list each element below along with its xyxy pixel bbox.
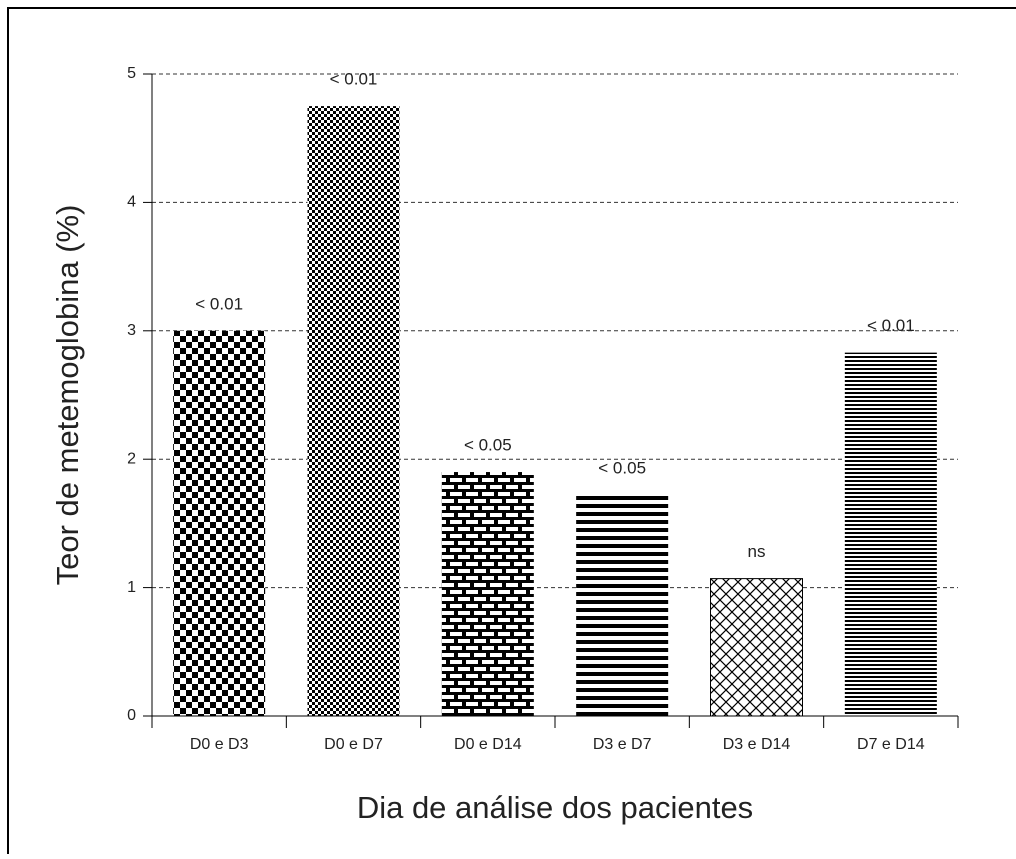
y-tick-label: 2 xyxy=(127,450,136,467)
annotation: < 0.05 xyxy=(464,436,512,455)
annotation: < 0.05 xyxy=(598,459,646,478)
x-axis-title: Dia de análise dos pacientes xyxy=(357,790,753,825)
bar xyxy=(710,578,803,717)
y-tick-label: 1 xyxy=(127,579,136,596)
bar xyxy=(307,106,400,717)
x-tick-label: D7 e D14 xyxy=(857,736,925,753)
y-tick-label: 4 xyxy=(127,194,136,211)
bar xyxy=(441,472,534,716)
y-tick-label: 5 xyxy=(127,65,136,82)
x-tick-label: D3 e D14 xyxy=(723,736,791,753)
bar xyxy=(844,352,937,716)
annotation: < 0.01 xyxy=(195,294,243,313)
y-tick-label: 3 xyxy=(127,322,136,339)
annotation: < 0.01 xyxy=(330,70,378,89)
y-tick-label: 0 xyxy=(127,707,136,724)
bar xyxy=(576,495,669,716)
annotation: ns xyxy=(748,542,766,561)
y-axis-title: Teor de metemoglobina (%) xyxy=(50,205,85,586)
x-tick-label: D3 e D7 xyxy=(593,736,652,753)
bar xyxy=(173,330,266,716)
annotation: < 0.01 xyxy=(867,316,915,335)
frame xyxy=(7,7,1016,859)
x-tick-label: D0 e D3 xyxy=(190,736,249,753)
x-tick-label: D0 e D7 xyxy=(324,736,383,753)
x-tick-label: D0 e D14 xyxy=(454,736,522,753)
